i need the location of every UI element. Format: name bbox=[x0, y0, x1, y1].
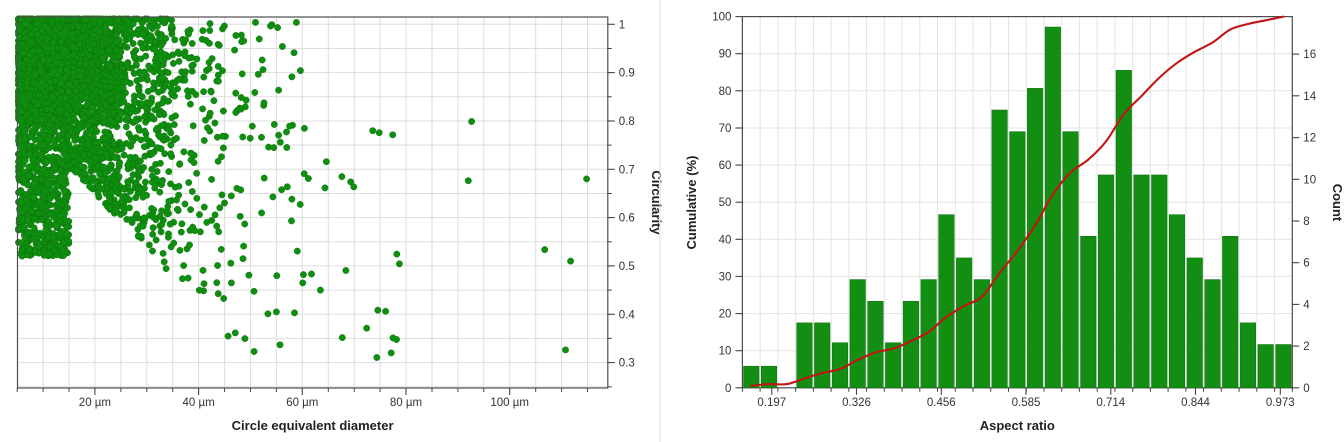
svg-text:0.197: 0.197 bbox=[757, 397, 786, 409]
svg-text:Circularity: Circularity bbox=[649, 170, 664, 235]
svg-text:10: 10 bbox=[1303, 174, 1316, 186]
svg-text:0.585: 0.585 bbox=[1012, 397, 1041, 409]
svg-text:100 µm: 100 µm bbox=[490, 397, 529, 409]
svg-text:0.456: 0.456 bbox=[927, 397, 956, 409]
svg-text:20 µm: 20 µm bbox=[79, 397, 111, 409]
svg-text:0: 0 bbox=[1303, 383, 1309, 395]
svg-text:40 µm: 40 µm bbox=[182, 397, 214, 409]
svg-text:2: 2 bbox=[1303, 341, 1309, 353]
svg-text:Cumulative (%): Cumulative (%) bbox=[684, 156, 699, 250]
svg-text:0.714: 0.714 bbox=[1096, 397, 1125, 409]
svg-text:16: 16 bbox=[1303, 49, 1316, 61]
svg-text:90: 90 bbox=[719, 49, 732, 61]
svg-text:60: 60 bbox=[719, 160, 732, 172]
svg-text:0: 0 bbox=[725, 383, 731, 395]
svg-text:40: 40 bbox=[719, 234, 732, 246]
svg-text:20: 20 bbox=[719, 309, 732, 321]
svg-text:0.5: 0.5 bbox=[619, 261, 635, 273]
svg-text:10: 10 bbox=[719, 346, 732, 358]
svg-text:4: 4 bbox=[1303, 299, 1310, 311]
svg-text:12: 12 bbox=[1303, 133, 1316, 145]
svg-text:70: 70 bbox=[719, 123, 732, 135]
svg-text:0.326: 0.326 bbox=[842, 397, 871, 409]
svg-text:Circle equivalent diameter: Circle equivalent diameter bbox=[232, 418, 394, 433]
svg-text:Count: Count bbox=[1330, 184, 1344, 222]
svg-text:100: 100 bbox=[712, 12, 731, 24]
svg-text:0.7: 0.7 bbox=[619, 164, 635, 176]
svg-text:1: 1 bbox=[619, 19, 625, 31]
svg-text:50: 50 bbox=[719, 197, 732, 209]
svg-text:80 µm: 80 µm bbox=[390, 397, 422, 409]
svg-text:30: 30 bbox=[719, 271, 732, 283]
svg-text:0.3: 0.3 bbox=[619, 358, 635, 370]
svg-text:0.973: 0.973 bbox=[1266, 397, 1295, 409]
svg-text:Aspect ratio: Aspect ratio bbox=[980, 418, 1055, 433]
svg-text:14: 14 bbox=[1303, 91, 1316, 103]
svg-text:80: 80 bbox=[719, 86, 732, 98]
svg-text:0.844: 0.844 bbox=[1181, 397, 1210, 409]
svg-text:8: 8 bbox=[1303, 216, 1309, 228]
svg-text:0.6: 0.6 bbox=[619, 213, 635, 225]
svg-text:6: 6 bbox=[1303, 258, 1309, 270]
svg-text:0.8: 0.8 bbox=[619, 116, 635, 128]
svg-text:0.4: 0.4 bbox=[619, 309, 636, 321]
svg-text:0.9: 0.9 bbox=[619, 68, 635, 80]
svg-text:60 µm: 60 µm bbox=[286, 397, 318, 409]
